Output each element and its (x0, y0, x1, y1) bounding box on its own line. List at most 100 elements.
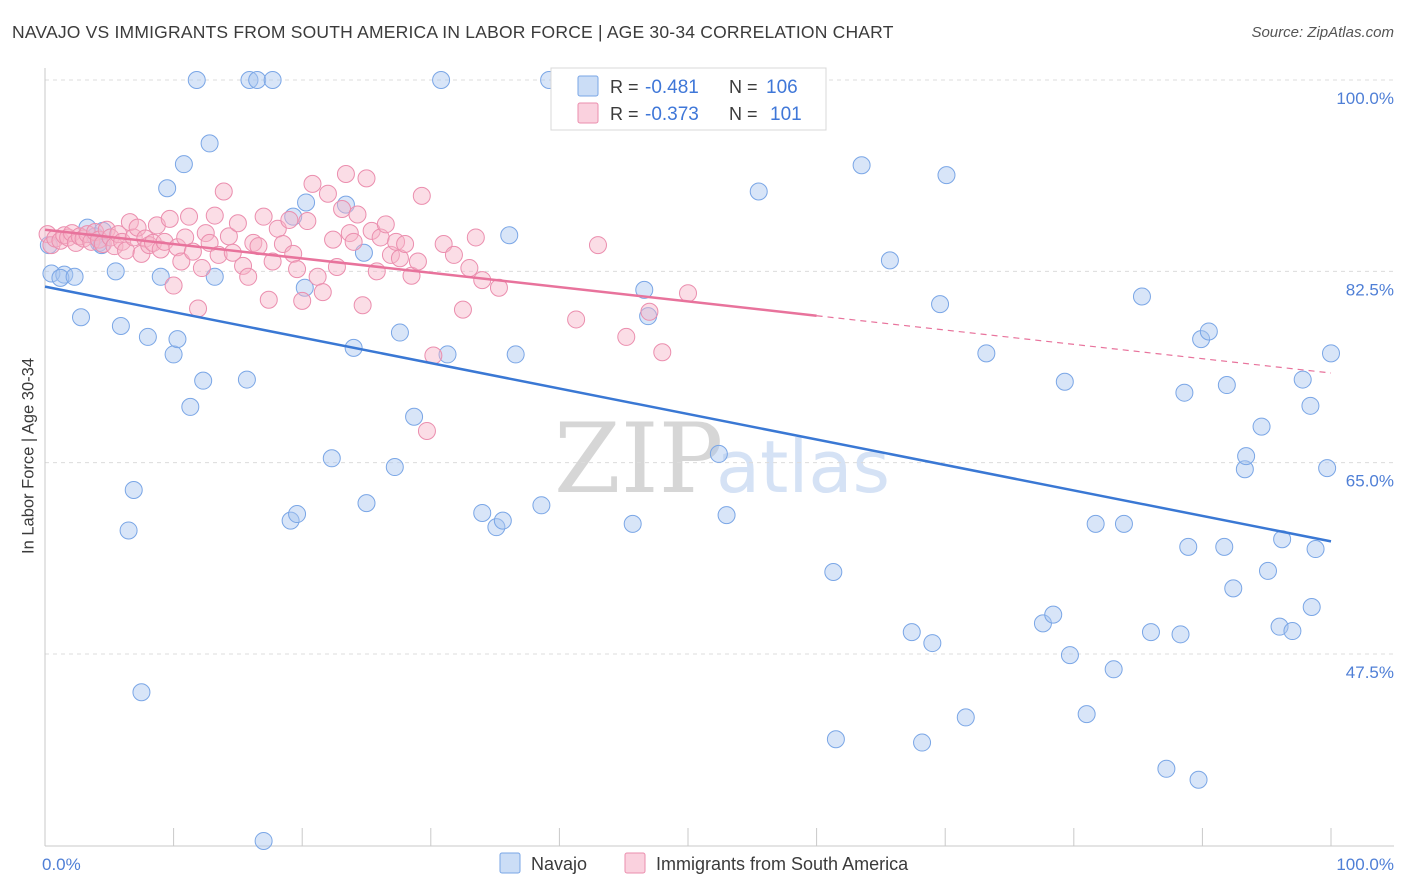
navajo-point (65, 267, 84, 286)
navajo-point (168, 330, 187, 349)
sa-point (164, 276, 183, 295)
navajo-point (187, 71, 206, 89)
navajo-point (1224, 579, 1243, 598)
navajo-point (902, 623, 921, 642)
data-points (38, 71, 1340, 850)
navajo-point (749, 182, 768, 201)
navajo-point (487, 518, 506, 537)
navajo-point (1235, 460, 1254, 479)
navajo-point (111, 317, 130, 335)
navajo-point (1217, 376, 1236, 395)
sa-trend-extension (816, 315, 1332, 374)
sa-point (172, 252, 191, 271)
sa-point (280, 210, 299, 229)
navajo-point (263, 71, 282, 89)
sa-point (353, 296, 372, 315)
navajo-point (1114, 514, 1133, 533)
navajo-point (1322, 344, 1340, 363)
navajo-point (635, 280, 654, 299)
navajo-point (1157, 759, 1176, 778)
sa-n-label: N = (729, 104, 758, 124)
legend-navajo-swatch (499, 852, 521, 874)
sa-point (679, 284, 697, 303)
sa-point (254, 207, 273, 226)
navajo-point (1293, 370, 1312, 389)
navajo-point (931, 295, 950, 314)
navajo-point (473, 503, 492, 522)
navajo-trend-line (44, 285, 1332, 543)
navajo-point (205, 267, 224, 286)
navajo-point (709, 444, 728, 463)
sa-point (453, 300, 472, 319)
sa-point (412, 186, 431, 205)
navajo-point (826, 730, 845, 749)
sa-point (308, 267, 327, 286)
sa-point (444, 245, 463, 264)
navajo-point (913, 733, 932, 752)
navajo-point (354, 243, 373, 262)
sa-r-value: -0.373 (645, 104, 699, 125)
sa-point (336, 165, 355, 184)
sa-point (214, 182, 233, 201)
chart-title: NAVAJO VS IMMIGRANTS FROM SOUTH AMERICA … (12, 22, 894, 42)
sa-point (189, 299, 208, 318)
navajo-point (1055, 372, 1074, 391)
navajo-point (322, 449, 341, 468)
sa-point (124, 228, 143, 247)
sa-swatch (577, 102, 599, 124)
navajo-point (164, 345, 183, 364)
navajo-point (72, 308, 91, 327)
navajo-point (1175, 383, 1194, 402)
navajo-point (295, 278, 314, 297)
sa-n-value: 101 (770, 104, 802, 125)
sa-point (344, 232, 363, 251)
navajo-point (880, 251, 899, 270)
sa-r-label: R = (610, 104, 639, 124)
y-tick-label: 47.5% (1346, 663, 1394, 682)
navajo-point (1192, 330, 1211, 349)
navajo-point (132, 683, 151, 702)
navajo-point (432, 71, 451, 89)
sa-point (390, 249, 409, 268)
navajo-r-value: -0.481 (645, 77, 699, 98)
navajo-point (1189, 770, 1208, 789)
axes (44, 68, 1394, 847)
navajo-point (1306, 540, 1325, 559)
sa-point (259, 290, 278, 309)
navajo-point (493, 511, 512, 530)
navajo-point (1132, 287, 1151, 306)
navajo-point (1141, 623, 1160, 642)
sa-point (333, 200, 352, 219)
navajo-point (1171, 625, 1190, 644)
navajo-point (1301, 396, 1320, 415)
navajo-n-label: N = (729, 77, 758, 97)
source-label: Source: ZipAtlas.com (1251, 24, 1394, 41)
x-tick-label: 100.0% (1336, 855, 1394, 874)
navajo-point (532, 496, 551, 515)
sa-point (653, 343, 672, 362)
sa-point (82, 232, 101, 251)
sa-point (466, 228, 485, 247)
navajo-point (237, 370, 256, 389)
sa-point (348, 205, 367, 224)
navajo-point (1302, 597, 1321, 616)
sa-point (318, 184, 337, 203)
navajo-r-label: R = (610, 77, 639, 97)
navajo-point (1318, 459, 1337, 478)
sa-point (640, 302, 659, 321)
navajo-point (254, 831, 273, 850)
sa-point (244, 233, 263, 252)
series-legend: Navajo Immigrants from South America (499, 852, 909, 874)
navajo-point (42, 264, 61, 283)
sa-point (460, 259, 479, 278)
watermark-atlas: atlas (716, 425, 890, 509)
watermark: ZIP atlas (554, 403, 890, 515)
navajo-point (937, 166, 956, 185)
sa-point (303, 174, 322, 193)
sa-point (408, 252, 427, 271)
y-tick-label: 65.0% (1346, 472, 1394, 491)
navajo-point (390, 323, 409, 342)
sa-point (228, 214, 247, 233)
navajo-point (977, 344, 996, 363)
watermark-zip: ZIP (554, 403, 723, 515)
